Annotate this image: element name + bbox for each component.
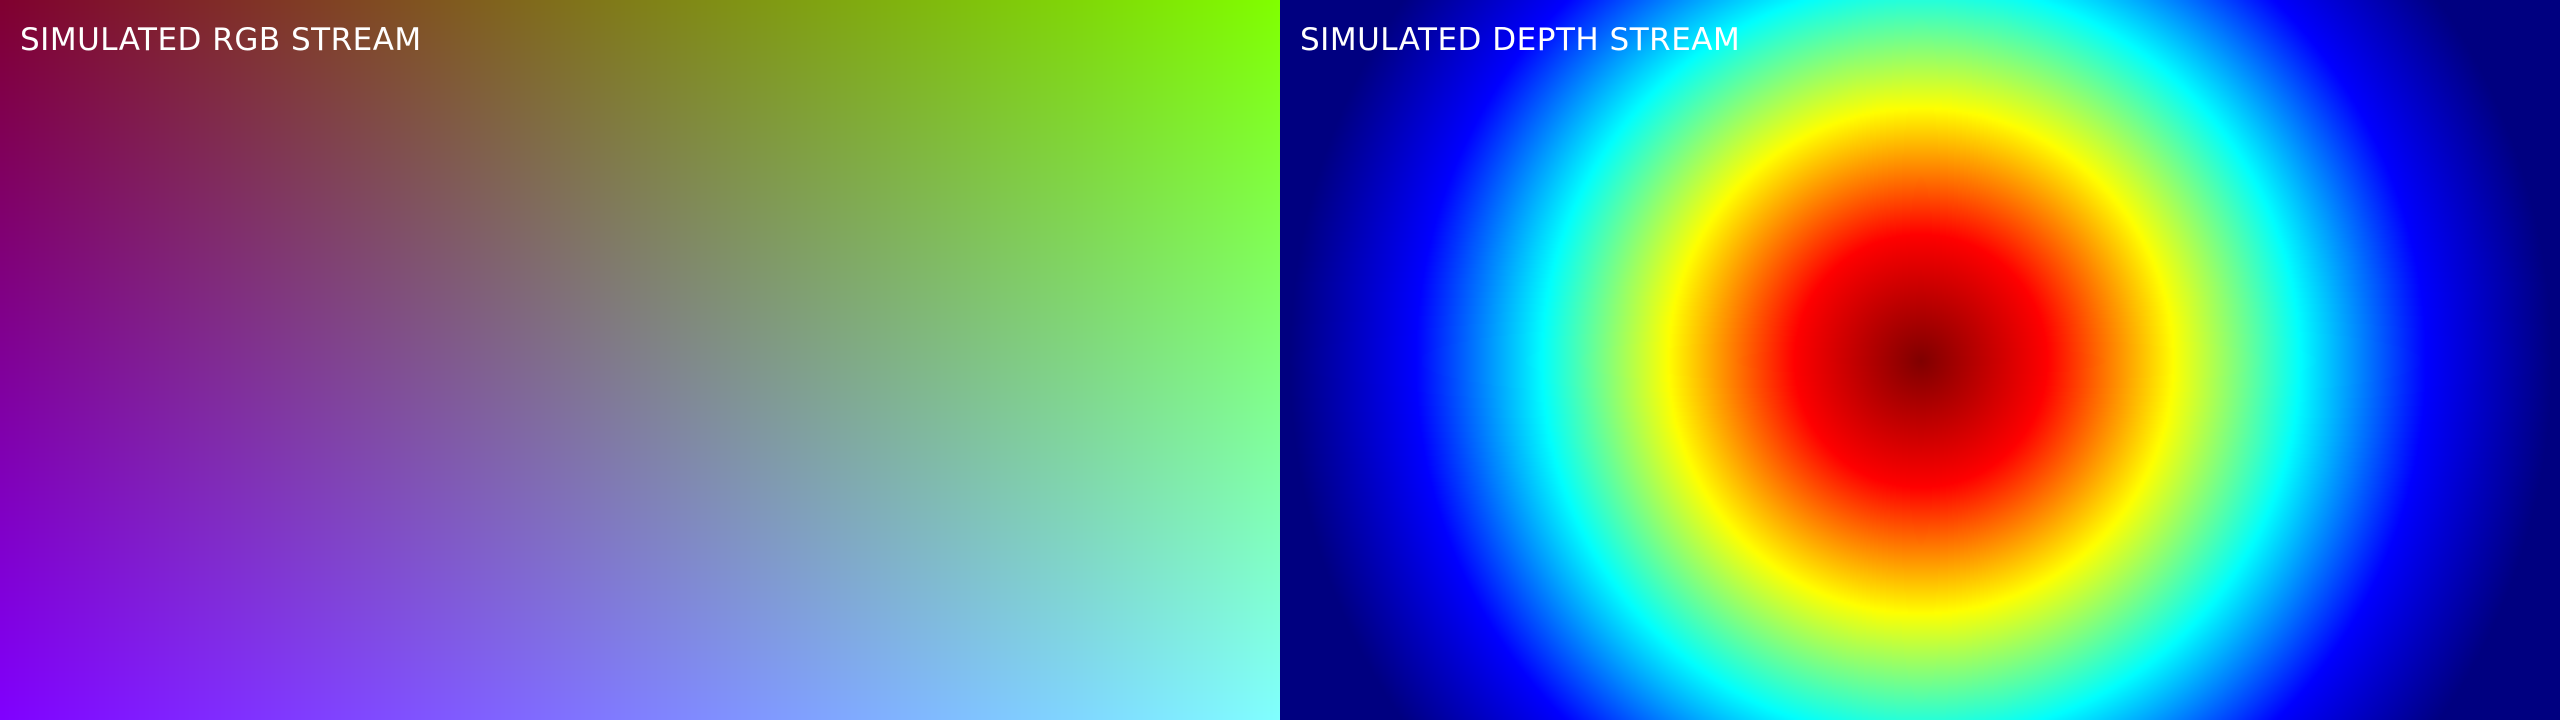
depth-stream-panel: SIMULATED DEPTH STREAM <box>1280 0 2560 720</box>
rgb-stream-panel: SIMULATED RGB STREAM <box>0 0 1280 720</box>
depth-stream-frame <box>1280 0 2560 720</box>
depth-stream-label: SIMULATED DEPTH STREAM <box>1300 22 1741 58</box>
rgb-stream-frame <box>0 0 1280 720</box>
rgb-stream-label: SIMULATED RGB STREAM <box>20 22 422 58</box>
